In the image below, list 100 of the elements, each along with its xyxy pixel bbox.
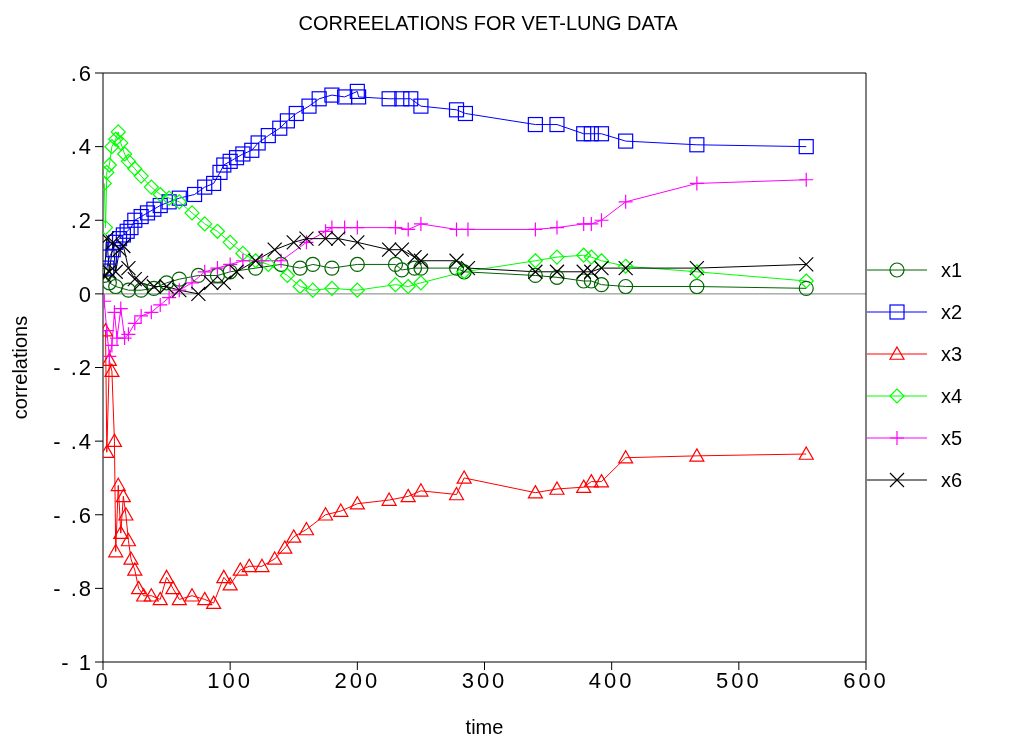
point [197,179,213,195]
point [118,507,134,521]
point [254,558,270,573]
point [206,595,222,609]
x-tick-label: 600 [843,667,889,693]
point [527,116,543,133]
point [413,260,429,276]
point [593,126,610,142]
x-tick-label: 200 [334,667,381,693]
point [139,205,156,221]
x-tick-label: 500 [715,667,762,693]
point [583,264,599,280]
point [381,492,397,506]
point [222,153,238,169]
point [216,569,232,584]
legend-label: x4 [941,384,963,408]
point [549,220,565,236]
point [222,264,238,280]
point [349,234,365,250]
point [161,190,177,206]
point [267,551,283,565]
point [583,249,599,265]
point [527,267,543,284]
point [349,256,365,273]
y-tick-label: .6 [70,60,93,86]
point [106,304,123,320]
point [279,113,295,129]
point [798,446,814,460]
point [115,488,131,503]
point [104,337,120,354]
point [286,529,302,543]
point [103,157,117,173]
point [120,326,137,342]
point [798,280,814,296]
point [133,275,149,291]
point [400,221,416,238]
point [120,260,137,276]
y-tick-label: - .6 [53,502,93,528]
point [618,194,634,210]
point [387,220,404,236]
point [127,315,143,331]
point [549,481,565,495]
point [133,168,149,184]
point [305,256,321,273]
y-tick-label: - .2 [53,355,93,381]
point [222,234,238,250]
point [618,278,634,295]
point [576,264,592,280]
point [394,262,410,278]
point [127,161,143,177]
point [120,153,137,169]
point [197,216,213,232]
point [235,245,251,261]
point [549,116,565,133]
point [111,231,128,247]
point [576,126,592,142]
point [228,264,245,280]
point [689,260,705,276]
point [305,282,321,298]
point [413,275,429,291]
point [349,282,365,298]
point [349,83,365,100]
point [324,280,340,296]
point [593,474,610,488]
point [186,186,203,203]
point [317,507,334,521]
point [583,273,599,289]
point [158,569,175,584]
point [618,450,634,464]
point [403,91,419,107]
point [171,194,187,210]
point [209,223,226,239]
point [349,220,365,236]
point [161,289,177,306]
point [120,532,137,547]
point [171,190,187,206]
y-tick-label: - .8 [53,576,93,602]
point [103,264,117,280]
point [133,282,149,298]
point [317,223,334,239]
point [593,277,610,293]
point [324,87,340,103]
point [273,256,289,273]
point [254,253,270,269]
point [288,105,304,122]
point [248,260,264,276]
point [387,256,404,273]
point [527,253,543,269]
point [209,267,226,284]
point [127,562,143,576]
point [583,474,599,488]
point [104,139,120,155]
point [197,591,213,606]
point [333,503,349,517]
point [324,220,340,236]
point [351,89,367,105]
y-tick-label: - 1 [61,649,93,675]
point [110,477,126,492]
point [152,186,168,203]
point [119,223,135,239]
